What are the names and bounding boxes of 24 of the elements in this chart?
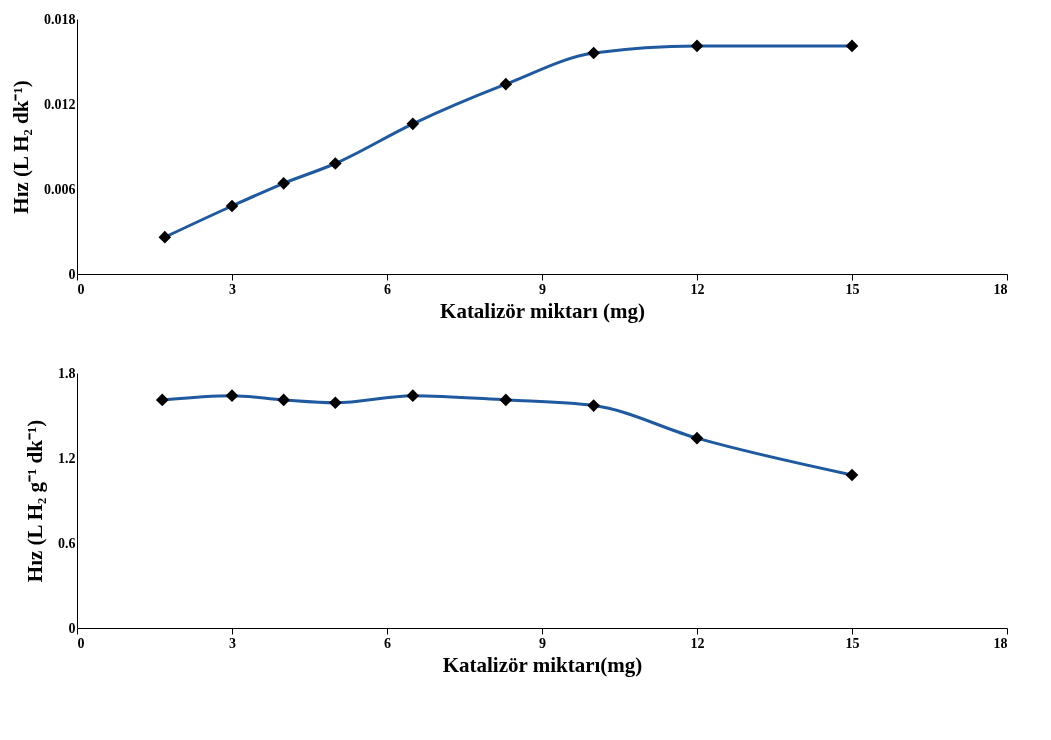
- x-tick-label: 6: [384, 281, 391, 297]
- x-axis-title: Katalizör miktarı(mg): [442, 652, 643, 677]
- x-axis-title: Katalizör miktarı (mg): [440, 298, 645, 323]
- x-tick-label: 6: [384, 635, 391, 651]
- x-tick-label: 12: [690, 281, 705, 297]
- x-tick-label: 3: [229, 281, 236, 297]
- y-tick-label: 1.8: [58, 365, 76, 381]
- y-tick-label: 0.012: [44, 96, 76, 112]
- x-tick-label: 9: [539, 635, 546, 651]
- y-axis-title: Hız (L H₂ g⁻¹ dk⁻¹): [23, 419, 47, 583]
- y-tick-label: 0: [68, 620, 76, 636]
- y-tick-label: 0: [68, 266, 76, 282]
- x-tick-label: 9: [539, 281, 546, 297]
- x-tick-label: 3: [229, 635, 236, 651]
- y-tick-label: 0.6: [58, 535, 76, 551]
- x-tick-label: 15: [845, 281, 860, 297]
- x-tick-label: 18: [993, 635, 1008, 651]
- x-tick-label: 18: [993, 281, 1008, 297]
- y-axis-title: Hız (L H₂ dk⁻¹): [9, 80, 33, 214]
- x-tick-label: 12: [690, 635, 705, 651]
- y-tick-label: 0.018: [44, 11, 76, 27]
- x-tick-label: 15: [845, 635, 860, 651]
- y-tick-label: 0.006: [44, 181, 76, 197]
- y-tick-label: 1.2: [58, 450, 76, 466]
